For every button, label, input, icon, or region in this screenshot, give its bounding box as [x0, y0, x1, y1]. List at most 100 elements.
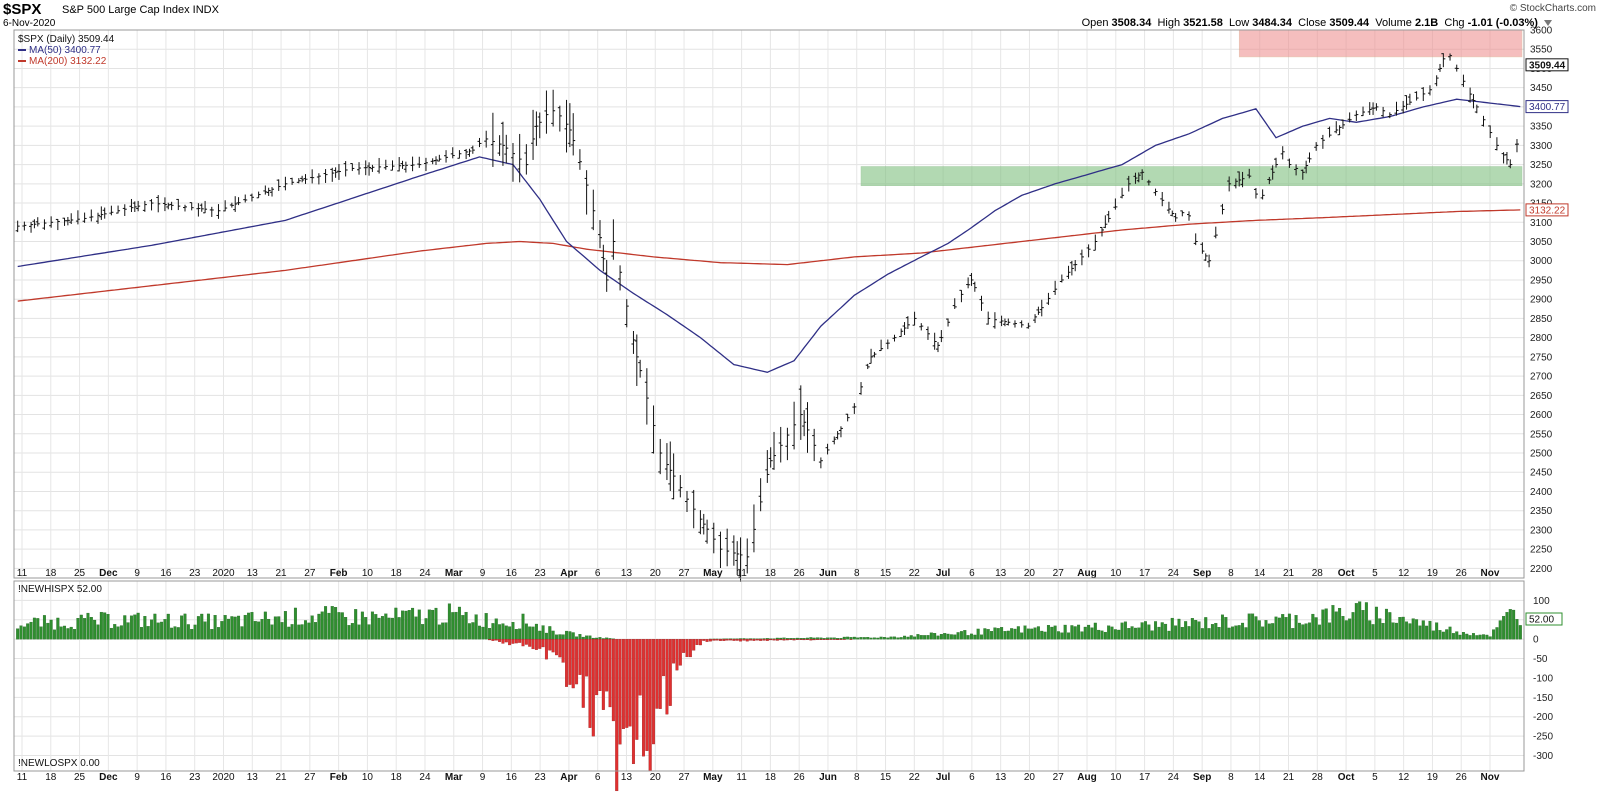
new-high-bar — [893, 636, 896, 640]
ohlc-bar — [1140, 169, 1145, 181]
x-tick-label: 21 — [1283, 568, 1295, 579]
new-high-bar — [899, 637, 903, 640]
ohlc-bar — [1481, 115, 1486, 127]
ohlc-bar — [658, 438, 663, 475]
ohlc-bar — [1033, 314, 1038, 324]
new-high-bar — [1502, 616, 1506, 640]
new-high-bar — [1267, 623, 1271, 640]
new-high-bar — [196, 616, 200, 640]
ohlc-bar — [42, 219, 47, 230]
chart-header: $SPX S&P 500 Large Cap Index INDX 6-Nov-… — [0, 0, 1600, 30]
new-high-bar — [906, 636, 910, 640]
ohlc-bar — [812, 428, 817, 462]
new-low-bar — [839, 639, 843, 640]
ohlc-bar — [644, 368, 649, 425]
new-low-bar — [792, 639, 796, 641]
new-high-bar — [441, 622, 445, 640]
ohlc-bar — [1086, 244, 1091, 258]
ohlc-bar — [1220, 203, 1225, 215]
new-high-bar — [1036, 626, 1040, 640]
x-tick-label: Feb — [330, 772, 348, 783]
new-high-bar — [213, 615, 217, 640]
new-high-bar — [1331, 605, 1335, 640]
ohlc-bar — [75, 210, 80, 225]
new-high-bar — [548, 626, 552, 640]
ohlc-bar — [390, 160, 395, 171]
ohlc-bar — [477, 137, 482, 148]
x-tick-label: 24 — [419, 772, 431, 783]
new-low-bar — [685, 639, 689, 658]
new-high-bar — [1348, 618, 1352, 640]
new-high-bar — [380, 616, 384, 640]
chevron-down-icon[interactable] — [1544, 20, 1552, 27]
ohlc-bar — [504, 134, 509, 164]
new-low-bar — [755, 639, 759, 641]
ohlc-bar — [55, 218, 60, 231]
ohlc-bar — [1260, 189, 1265, 200]
x-tick-label: 21 — [275, 772, 287, 783]
new-high-bar — [909, 635, 913, 640]
new-low-bar — [554, 639, 558, 656]
x-tick-label: 13 — [995, 568, 1007, 579]
legend-newhi: !NEWHISPX 52.00 — [18, 584, 102, 595]
new-high-bar — [1354, 603, 1358, 640]
new-low-bar — [504, 639, 508, 643]
new-high-bar — [36, 618, 40, 640]
new-high-bar — [243, 614, 247, 640]
new-low-bar — [558, 639, 562, 658]
new-high-bar — [116, 626, 120, 640]
ohlc-bar — [865, 363, 870, 370]
new-high-bar — [314, 622, 318, 640]
ohlc-bar — [1427, 85, 1432, 96]
breadth-axis-tick: -100 — [1533, 673, 1553, 684]
new-high-bar — [357, 624, 361, 640]
new-high-bar — [929, 632, 933, 640]
new-high-bar — [1374, 606, 1378, 640]
new-low-bar — [638, 639, 642, 696]
ohlc-bar — [99, 206, 104, 220]
ohlc-bar — [537, 112, 542, 139]
new-low-bar — [658, 639, 662, 709]
new-high-bar — [384, 613, 388, 640]
new-low-bar — [822, 639, 826, 640]
ohlc-bar — [102, 207, 107, 219]
new-high-bar — [605, 637, 609, 640]
x-tick-label: Aug — [1077, 772, 1096, 783]
last-price-tag: 3509.44 — [1525, 58, 1569, 72]
x-tick-label: May — [703, 568, 723, 579]
new-high-bar — [1063, 624, 1067, 640]
x-tick-label: 6 — [969, 568, 975, 579]
ohlc-bar — [183, 204, 188, 212]
new-high-bar — [1077, 624, 1081, 640]
new-low-bar — [812, 639, 816, 641]
new-high-bar — [903, 635, 907, 640]
new-high-bar — [287, 626, 291, 640]
ohlc-bar — [845, 413, 850, 422]
new-high-bar — [417, 609, 421, 640]
new-high-bar — [1207, 628, 1211, 640]
svg-text:3509.44: 3509.44 — [1529, 60, 1566, 71]
new-high-bar — [1147, 624, 1151, 640]
new-high-bar — [939, 634, 943, 640]
new-high-bar — [283, 611, 287, 640]
new-high-bar — [842, 636, 846, 640]
price-axis-tick: 2650 — [1530, 391, 1553, 402]
new-high-bar — [554, 634, 558, 640]
ohlc-readout: Open 3508.34 High 3521.58 Low 3484.34 Cl… — [1082, 17, 1552, 29]
legend-ma50: MA(50) 3400.77 — [29, 45, 101, 56]
new-high-bar — [69, 626, 73, 640]
ohlc-bar — [611, 219, 616, 260]
ohlc-bar — [731, 535, 736, 566]
new-high-bar — [360, 611, 364, 640]
ohlc-bar — [1414, 91, 1419, 101]
new-high-bar — [1107, 625, 1111, 640]
new-low-bar — [705, 639, 709, 642]
price-axis-tick: 2250 — [1530, 545, 1553, 556]
new-high-bar — [518, 628, 522, 640]
new-high-bar — [1458, 634, 1462, 640]
new-high-bar — [1244, 627, 1248, 640]
new-high-bar — [809, 637, 813, 640]
new-low-bar — [816, 639, 820, 640]
new-high-bar — [109, 627, 113, 640]
x-tick-label: 25 — [74, 772, 86, 783]
